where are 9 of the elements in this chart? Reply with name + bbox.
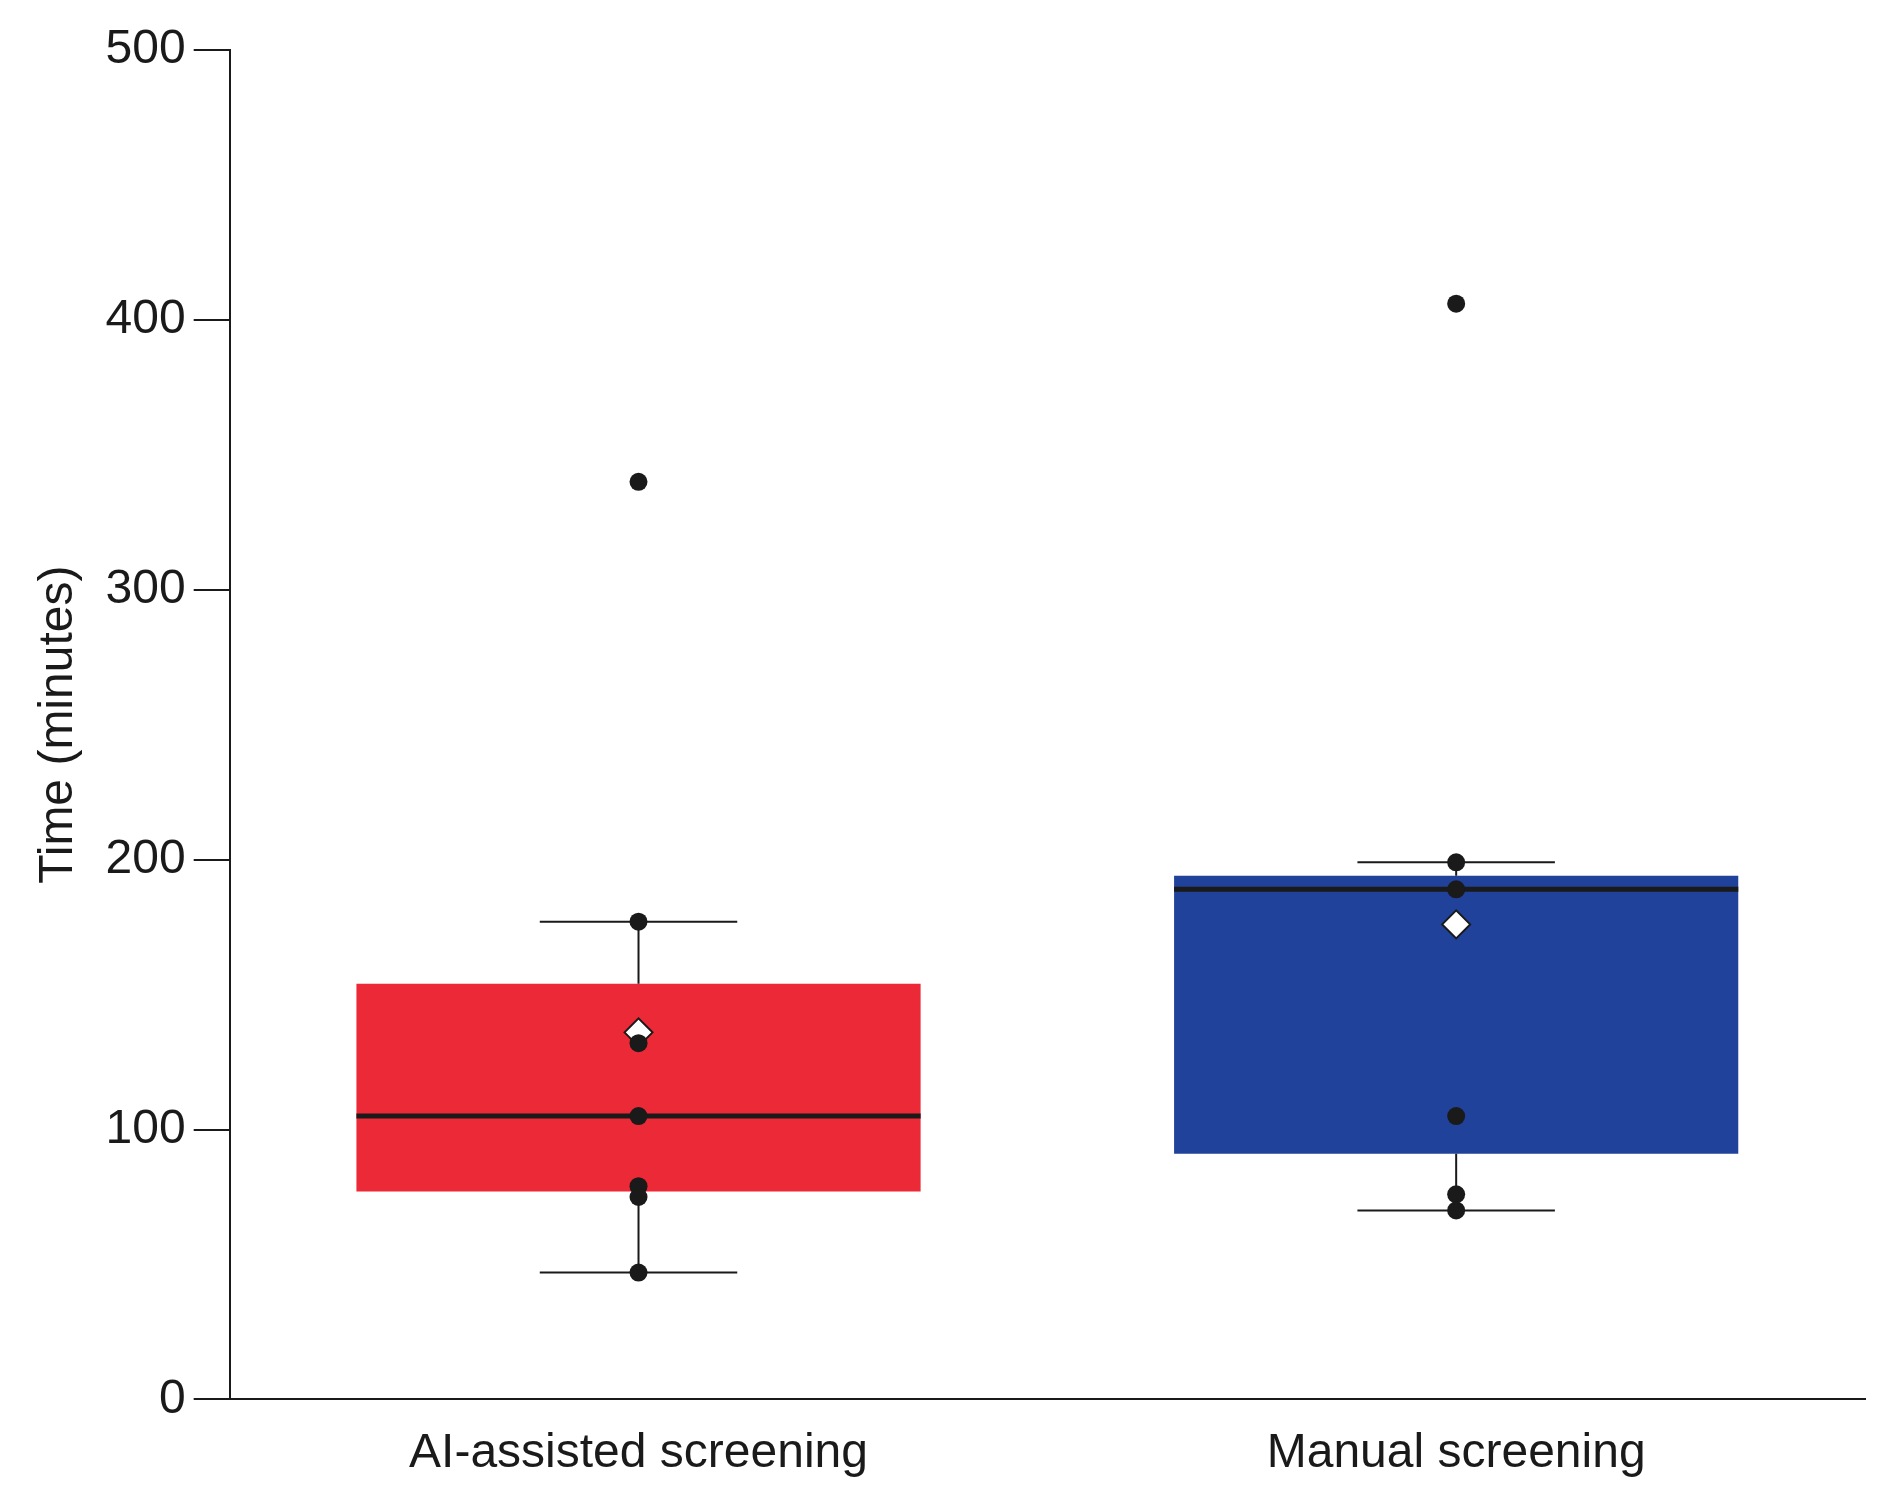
y-tick-label: 300 <box>105 559 186 613</box>
y-axis-title: Time (minutes) <box>29 565 83 884</box>
x-tick-label: AI-assisted screening <box>409 1424 868 1478</box>
y-tick-label: 400 <box>105 290 186 344</box>
y-tick-label: 200 <box>105 829 186 883</box>
y-tick-label: 0 <box>158 1369 186 1423</box>
x-tick-label: Manual screening <box>1266 1424 1646 1478</box>
y-tick-label: 500 <box>105 20 186 74</box>
y-tick-label: 100 <box>105 1099 186 1153</box>
